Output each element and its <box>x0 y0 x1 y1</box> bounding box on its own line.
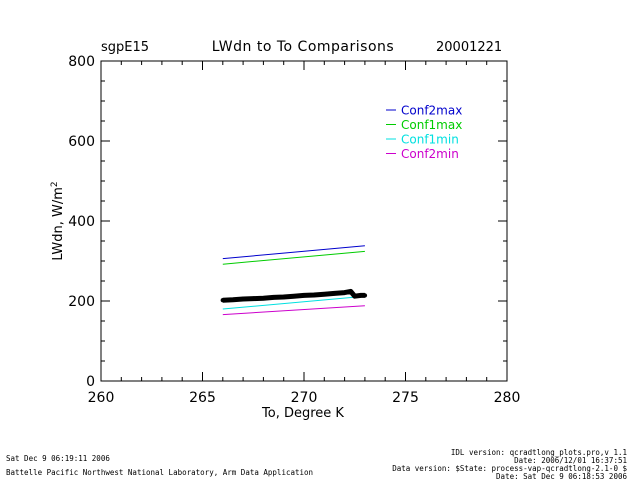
observation-point <box>220 298 225 303</box>
x-axis: 260 265 270 275 280 <box>88 61 521 406</box>
observation-point <box>362 293 368 298</box>
chart-title: LWdn to To Comparisons <box>212 39 394 55</box>
y-tick-label: 200 <box>68 294 95 310</box>
legend-label-conf1min: Conf1min <box>401 133 459 147</box>
y-tick-label: 600 <box>68 134 95 150</box>
footer-data-date: Date: Sat Dec 9 06:18:53 2006 <box>496 472 627 480</box>
series-line-conf1max <box>222 250 365 265</box>
y-axis-label-sup: 2 <box>50 181 60 187</box>
observation-point <box>358 293 364 298</box>
x-tick-label: 270 <box>291 390 318 406</box>
legend-label-conf1max: Conf1max <box>401 118 462 132</box>
legend-label-conf2min: Conf2min <box>401 147 459 161</box>
footer-idl-date: Date: 2006/12/01 16:37:51 <box>514 456 627 465</box>
observation-point <box>271 295 276 300</box>
observation-point <box>332 291 337 296</box>
site-label: sgpE15 <box>101 40 149 55</box>
observation-point <box>301 293 307 298</box>
observation-point <box>251 296 256 301</box>
footer-run-date: Sat Dec 9 06:19:11 2006 <box>6 454 110 463</box>
y-axis: 0 200 400 600 800 <box>68 54 507 390</box>
y-tick-label: 0 <box>86 374 95 390</box>
observation-point <box>261 296 266 301</box>
footer-idl-version: IDL version: qcradtlong_plots.pro,v 1.1 <box>451 448 627 457</box>
footer-data-version: Data version: $State: process-vap-qcradt… <box>392 464 627 473</box>
series-layer <box>222 245 365 316</box>
observation-point <box>281 294 286 300</box>
y-axis-label: LWdn, W/m2 <box>50 181 66 260</box>
x-tick-label: 260 <box>88 390 115 406</box>
y-axis-label-base: LWdn, W/m <box>51 187 66 261</box>
x-tick-label: 280 <box>494 390 521 406</box>
series-line-conf2min <box>222 305 365 316</box>
footer-institution: Battelle Pacific Northwest National Labo… <box>6 468 313 477</box>
observation-point <box>352 294 357 299</box>
observation-point <box>342 290 347 295</box>
x-tick-label: 275 <box>392 390 419 406</box>
series-line-conf1min <box>222 295 365 310</box>
x-tick-label: 265 <box>189 390 216 406</box>
observation-point <box>311 292 317 298</box>
y-tick-label: 800 <box>68 54 95 70</box>
observation-point <box>240 296 246 302</box>
observation-point <box>322 292 327 297</box>
observations-layer <box>220 288 368 303</box>
x-axis-label: To, Degree K <box>261 406 344 421</box>
series-line-conf2max <box>222 245 365 260</box>
date-label: 20001221 <box>436 40 502 55</box>
observation-point <box>230 297 236 302</box>
legend-label-conf2max: Conf2max <box>401 104 462 118</box>
y-tick-label: 400 <box>68 214 95 230</box>
observation-point <box>348 289 353 294</box>
observation-point <box>291 294 297 299</box>
